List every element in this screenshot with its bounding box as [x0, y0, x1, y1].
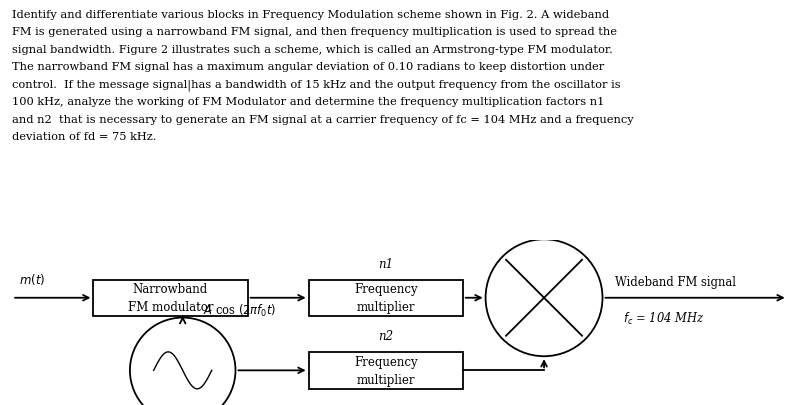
- Text: Wideband FM signal: Wideband FM signal: [614, 275, 735, 288]
- Text: deviation of fd = 75 kHz.: deviation of fd = 75 kHz.: [12, 132, 157, 142]
- Ellipse shape: [130, 318, 235, 405]
- Text: Identify and differentiate various blocks in Frequency Modulation scheme shown i: Identify and differentiate various block…: [12, 10, 608, 20]
- Text: n1: n1: [378, 257, 393, 270]
- Text: The narrowband FM signal has a maximum angular deviation of 0.10 radians to keep: The narrowband FM signal has a maximum a…: [12, 62, 603, 72]
- Text: multiplier: multiplier: [356, 373, 414, 386]
- Text: $m(t)$: $m(t)$: [19, 271, 45, 286]
- Text: $A$ cos $(2\pi f_0 t)$: $A$ cos $(2\pi f_0 t)$: [203, 303, 276, 318]
- Text: n2: n2: [378, 330, 393, 343]
- Bar: [308, 280, 462, 316]
- Text: FM modulator: FM modulator: [127, 301, 213, 313]
- Text: multiplier: multiplier: [356, 301, 414, 313]
- Text: 100 kHz, analyze the working of FM Modulator and determine the frequency multipl: 100 kHz, analyze the working of FM Modul…: [12, 97, 603, 107]
- Text: Frequency: Frequency: [354, 355, 417, 368]
- Text: $f_c$ = 104 MHz: $f_c$ = 104 MHz: [622, 310, 703, 326]
- Text: Narrowband: Narrowband: [133, 282, 208, 295]
- Bar: [308, 352, 462, 388]
- Text: control.  If the message signal|has a bandwidth of 15 kHz and the output frequen: control. If the message signal|has a ban…: [12, 80, 620, 91]
- Text: Frequency: Frequency: [354, 282, 417, 295]
- Bar: [93, 280, 247, 316]
- Text: signal bandwidth. Figure 2 illustrates such a scheme, which is called an Armstro: signal bandwidth. Figure 2 illustrates s…: [12, 45, 612, 55]
- Ellipse shape: [485, 240, 602, 356]
- Text: Fig. 2: Fig. 2: [386, 374, 425, 387]
- Text: and n2  that is necessary to generate an FM signal at a carrier frequency of fc : and n2 that is necessary to generate an …: [12, 115, 633, 125]
- Text: FM is generated using a narrowband FM signal, and then frequency multiplication : FM is generated using a narrowband FM si…: [12, 28, 616, 37]
